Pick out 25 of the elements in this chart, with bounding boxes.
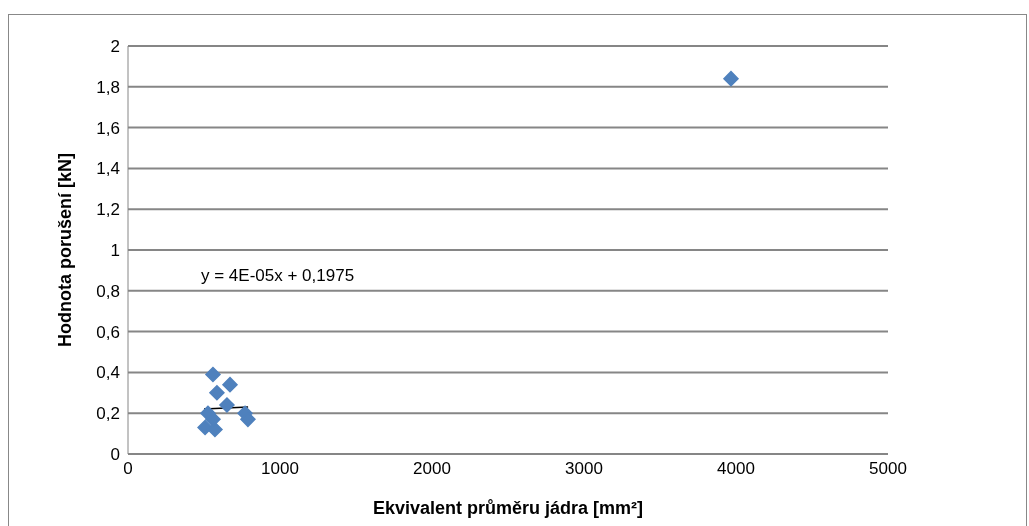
point	[222, 376, 238, 393]
y-tick-label: 1,4	[96, 159, 120, 179]
y-tick-label: 1	[110, 241, 120, 261]
y-tick-label: 1,8	[96, 77, 120, 97]
x-tick-label: 4000	[717, 459, 755, 479]
y-tick-label: 1,6	[96, 118, 120, 138]
y-tick-label: 0,4	[96, 363, 120, 383]
y-tick-label: 2	[110, 37, 120, 57]
y-tick-label: 0,2	[96, 404, 120, 424]
y-tick-label: 0,6	[96, 322, 120, 342]
point	[723, 70, 739, 87]
x-tick-label: 5000	[869, 459, 907, 479]
x-tick-label: 1000	[261, 459, 299, 479]
point	[205, 366, 221, 383]
y-tick-label: 1,2	[96, 200, 120, 220]
annotation: y = 4E-05x + 0,1975	[201, 266, 355, 286]
x-tick-label: 2000	[413, 459, 451, 479]
x-tick-label: 3000	[565, 459, 603, 479]
point	[219, 397, 235, 413]
point	[209, 385, 225, 401]
y-axis-title: Hodnota porušení [kN]	[55, 153, 76, 347]
x-tick-label: 0	[123, 459, 133, 479]
x-axis-title: Ekvivalent průměru jádra [mm²]	[372, 498, 644, 518]
y-tick-label: 0,8	[96, 281, 120, 301]
y-tick-label: 0	[110, 445, 120, 465]
